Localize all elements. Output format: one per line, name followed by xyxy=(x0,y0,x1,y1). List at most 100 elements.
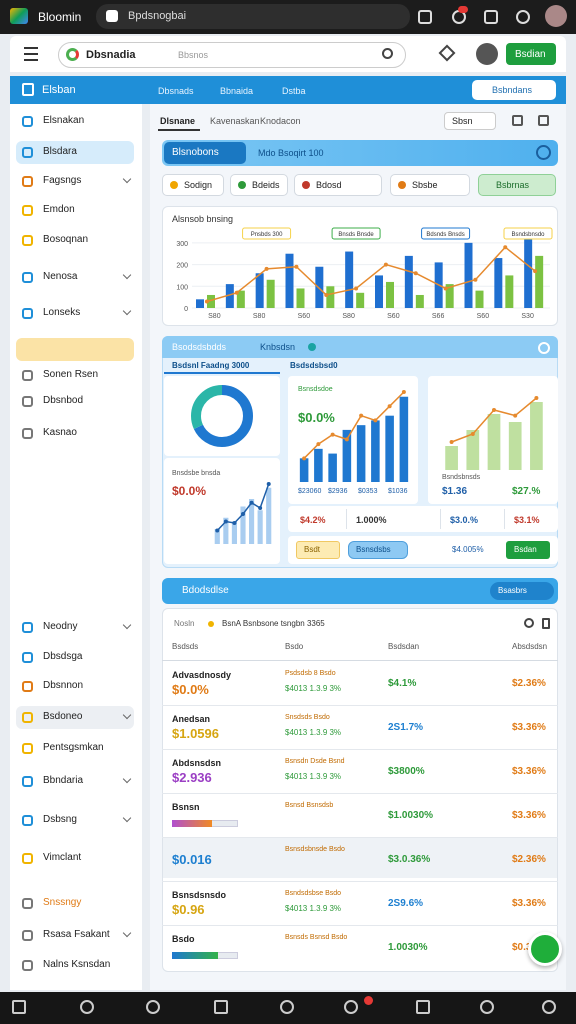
nav-button[interactable] xyxy=(344,1000,358,1014)
banner-icon[interactable] xyxy=(536,145,551,160)
select-label[interactable]: Sbsn xyxy=(452,116,473,126)
sidebar-item[interactable]: Bsdoneo xyxy=(43,711,83,722)
toolbar-icon[interactable] xyxy=(512,115,523,126)
sidebar-item[interactable]: Dbsnnon xyxy=(43,680,84,691)
filter-chip[interactable] xyxy=(162,174,224,196)
button-label[interactable]: Bsdan xyxy=(514,545,537,554)
insights-tab[interactable]: Bsdsnl Faadng 3000 xyxy=(172,361,250,370)
menu-icon[interactable] xyxy=(24,53,38,55)
sidebar-item[interactable]: Vimclant xyxy=(43,852,82,863)
sidebar-item[interactable]: Blsdara xyxy=(43,146,77,157)
banner-dropdown[interactable] xyxy=(164,142,246,164)
profile-avatar[interactable] xyxy=(545,5,567,27)
filter-chip[interactable] xyxy=(230,174,288,196)
button-label[interactable]: Bsnsdsbs xyxy=(356,545,391,554)
filter-chip-label[interactable]: Sbsbe xyxy=(412,180,438,190)
banner-dropdown-label[interactable]: Blsnobons xyxy=(172,147,219,158)
refresh-icon[interactable] xyxy=(524,618,534,628)
nav-button[interactable] xyxy=(214,1000,228,1014)
sidebar-item[interactable]: Lonseks xyxy=(43,307,81,318)
filter-chip[interactable] xyxy=(294,174,382,196)
row-name[interactable]: Bsdo xyxy=(172,934,195,944)
menu-icon[interactable] xyxy=(24,47,38,49)
sidebar-item[interactable]: Nalns Ksnsdan xyxy=(43,959,111,970)
filter-button-label[interactable]: Bsbrnas xyxy=(496,180,530,190)
toolbar-icon[interactable] xyxy=(418,10,432,24)
row-name[interactable]: Bsnsn xyxy=(172,802,200,812)
nav-tab[interactable]: Dstba xyxy=(282,86,306,96)
nav-button[interactable] xyxy=(542,1000,556,1014)
button-label[interactable]: Bsdt xyxy=(304,545,321,554)
nav-button[interactable] xyxy=(280,1000,294,1014)
chip-dot xyxy=(398,181,406,189)
nav-tab[interactable]: Bbnaida xyxy=(220,86,254,96)
nav-button[interactable] xyxy=(146,1000,160,1014)
sidebar-item[interactable]: Neodny xyxy=(43,621,78,632)
button[interactable] xyxy=(506,541,550,559)
bar xyxy=(371,420,380,482)
section-pill[interactable] xyxy=(490,582,554,600)
sidebar-item[interactable]: Kasnao xyxy=(43,427,77,438)
chip-dot xyxy=(302,181,310,189)
nav-button[interactable] xyxy=(12,1000,26,1014)
filter-button[interactable] xyxy=(478,174,556,196)
primary-button[interactable] xyxy=(506,43,556,65)
sidebar-item[interactable]: Dbsnbod xyxy=(43,395,84,406)
sidebar-item[interactable]: Nenosa xyxy=(43,271,78,282)
export-icon[interactable] xyxy=(542,618,550,629)
nav-button[interactable] xyxy=(416,1000,430,1014)
row-name[interactable]: Anedsan xyxy=(172,714,211,724)
sidebar-item[interactable]: Rsasa Fsakant xyxy=(43,929,110,940)
bar xyxy=(530,402,543,470)
button[interactable] xyxy=(348,541,408,559)
sidebar-item[interactable]: Emdon xyxy=(43,204,75,215)
nav-tab[interactable]: Dbsnads xyxy=(158,86,194,96)
sidebar-item[interactable]: Snssngy xyxy=(43,897,82,908)
filter-chip-label[interactable]: Sodign xyxy=(184,180,213,190)
sidebar-item[interactable]: Fagsngs xyxy=(43,175,82,186)
filter-chip[interactable] xyxy=(390,174,470,196)
toolbar-tab[interactable]: Knodacon xyxy=(260,116,301,126)
button[interactable] xyxy=(296,541,340,559)
column-header[interactable]: Bsdsds xyxy=(172,642,199,651)
row-name[interactable]: $0.016 xyxy=(172,852,212,867)
insights-tab[interactable]: Bsdsdsbsd0 xyxy=(290,361,338,370)
row-name[interactable]: Bsnsdsnsdo xyxy=(172,890,227,900)
section-pill-label[interactable]: Bsasbrs xyxy=(498,586,527,595)
nav-pill-label[interactable]: Bsbndans xyxy=(492,85,533,95)
toolbar-icon[interactable] xyxy=(484,10,498,24)
url-bar[interactable] xyxy=(96,4,410,29)
sidebar-item[interactable]: Bosoqnan xyxy=(43,234,89,245)
row-name[interactable]: Abdsnsdsn xyxy=(172,758,222,768)
row-name[interactable]: Advasdnosdy xyxy=(172,670,232,680)
filter-chip-label[interactable]: Bdeids xyxy=(252,180,280,190)
sidebar-item[interactable]: Pentsgsmkan xyxy=(43,742,104,753)
nav-button[interactable] xyxy=(480,1000,494,1014)
toolbar-tab[interactable]: Kavenaskan xyxy=(210,116,260,126)
nav-button[interactable] xyxy=(80,1000,94,1014)
toolbar-icon[interactable] xyxy=(516,10,530,24)
menu-icon[interactable] xyxy=(24,59,38,61)
toolbar-tab[interactable]: Dlsnane xyxy=(160,116,196,126)
sidebar-item[interactable]: Dbsdsga xyxy=(43,651,83,662)
search-icon[interactable] xyxy=(382,48,393,59)
column-header[interactable]: Bsdsdan xyxy=(388,642,420,651)
sidebar-item[interactable]: Dsbsng xyxy=(43,814,77,825)
select-box[interactable] xyxy=(444,112,496,130)
column-header[interactable]: Absdsdsn xyxy=(512,642,548,651)
search-box[interactable] xyxy=(58,42,406,68)
sidebar-item[interactable]: Elsnakan xyxy=(43,115,85,126)
table-search[interactable]: Nosln xyxy=(174,619,195,628)
toolbar-icon[interactable] xyxy=(538,115,549,126)
trend-point xyxy=(387,404,392,409)
row-divider xyxy=(162,749,558,750)
sidebar-item[interactable]: Sonen Rsen xyxy=(43,369,99,380)
sidebar-item[interactable]: Bbndaria xyxy=(43,775,84,786)
fab-button[interactable] xyxy=(528,932,562,966)
nav-pill[interactable] xyxy=(472,80,556,100)
x-tick-label: S80 xyxy=(208,313,221,320)
insights-icon[interactable] xyxy=(538,342,550,354)
user-avatar[interactable] xyxy=(476,43,498,65)
column-header[interactable]: Bsdo xyxy=(285,642,304,651)
filter-chip-label[interactable]: Bdosd xyxy=(316,180,342,190)
